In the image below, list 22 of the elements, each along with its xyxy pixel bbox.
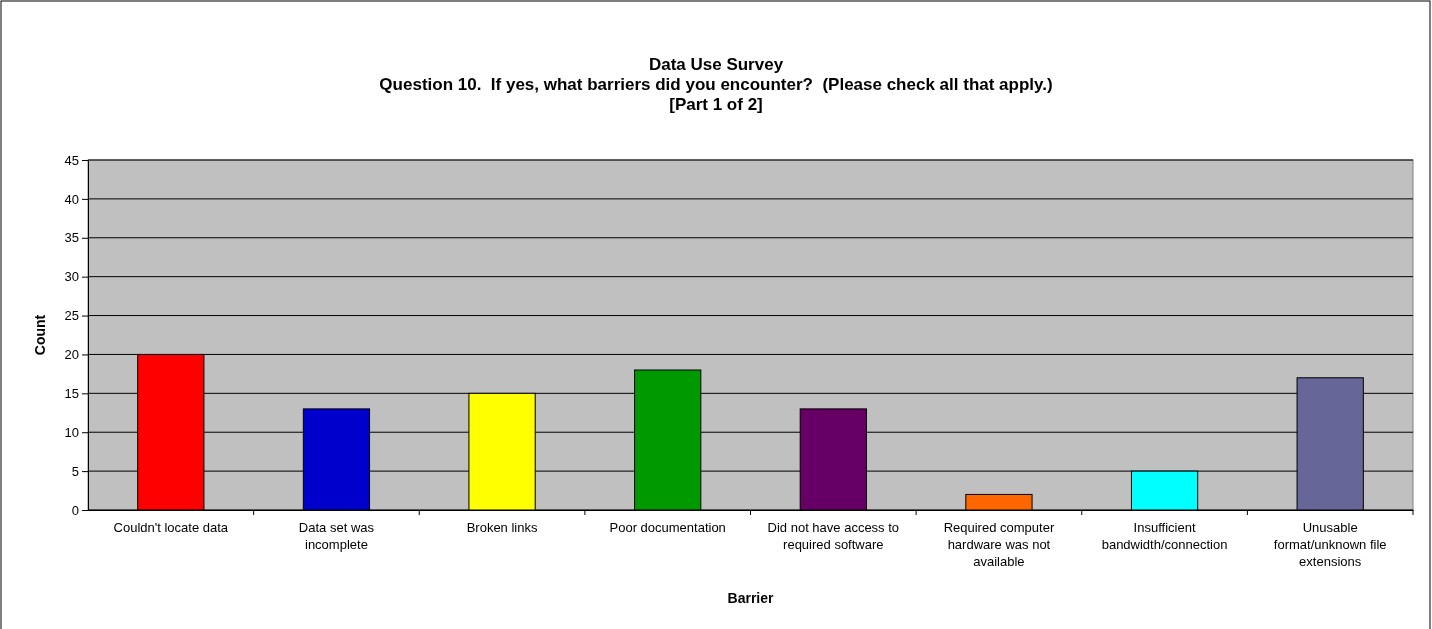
y-tick-label: 10 [64, 424, 79, 440]
x-tick-label: Couldn't locate data [113, 520, 229, 535]
chart-subtitle: Question 10. If yes, what barriers did you encounter? (Please check all that apply.) [Part 1 of 2] [379, 75, 1053, 114]
y-tick-label: 15 [64, 385, 79, 401]
y-tick-label: 5 [71, 463, 79, 479]
y-tick-label: 30 [64, 269, 79, 285]
y-tick-label: 45 [64, 152, 79, 168]
y-tick-label: 0 [71, 502, 79, 518]
x-tick-label: Broken links [466, 520, 538, 535]
x-tick-label: Insufficient bandwidth/connection [1101, 520, 1228, 552]
x-tick-label: Required computer hardware was not available [943, 520, 1055, 569]
x-tick-label: Data set was incomplete [298, 520, 375, 552]
x-tick-label: Did not have access to required software [767, 520, 900, 552]
x-axis-title: Barrier [727, 590, 775, 606]
y-tick-label: 35 [64, 230, 79, 246]
y-tick-label: 40 [64, 191, 79, 207]
y-tick-label: 25 [64, 308, 79, 324]
y-axis-title: Count [32, 314, 48, 356]
y-tick-label: 20 [64, 347, 79, 363]
x-tick-label: Poor documentation [609, 520, 726, 535]
chart-title: Data Use Survey [648, 55, 784, 74]
x-tick-label: Unusable format/unknown file extensions [1273, 520, 1387, 569]
